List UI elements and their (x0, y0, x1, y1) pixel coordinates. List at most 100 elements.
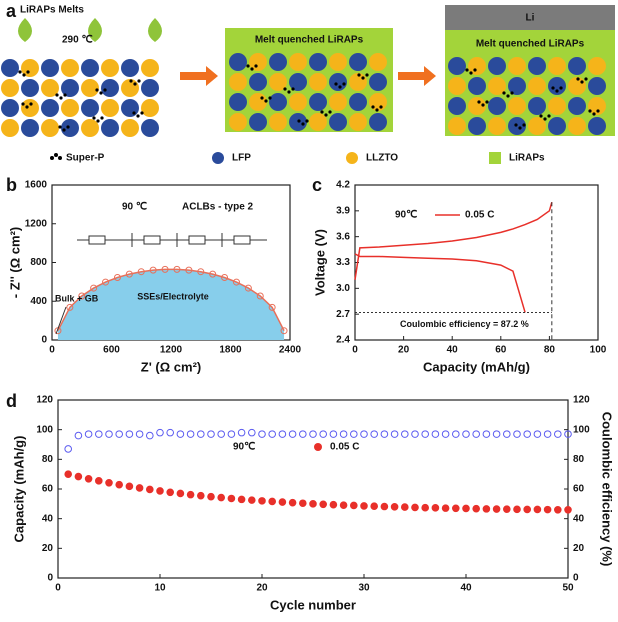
y-tick-label: 2.4 (336, 335, 350, 346)
data-point (125, 270, 133, 278)
super-p (379, 105, 383, 109)
data-point (186, 490, 195, 499)
x-tick-label: 50 (562, 583, 574, 594)
data-point (146, 431, 154, 440)
data-point (280, 327, 288, 335)
data-point (185, 266, 193, 274)
data-point (441, 504, 450, 512)
llzto-particle (81, 119, 99, 137)
y-tick-label: 3.3 (336, 257, 350, 268)
data-point (401, 430, 409, 438)
super-p (137, 79, 141, 83)
data-point (258, 430, 266, 438)
plot-frame (57, 399, 569, 579)
super-p (485, 100, 489, 104)
x-tick-label: 60 (495, 345, 507, 356)
super-p (291, 87, 295, 91)
llzto-particle (249, 53, 267, 71)
lfp-particle (249, 113, 267, 131)
llzto-particle (508, 57, 526, 75)
x-tick-label: 20 (256, 583, 268, 594)
plot-frame (354, 184, 599, 341)
llzto-particle (229, 73, 247, 91)
data-point (492, 505, 501, 513)
lfp-particle (61, 79, 79, 97)
super-p (510, 91, 514, 95)
resistor (143, 235, 161, 245)
super-p (518, 126, 522, 130)
lfp-particle (289, 73, 307, 91)
data-point (237, 428, 246, 437)
super-p (328, 110, 332, 114)
super-p (361, 76, 365, 80)
llzto-particle (1, 79, 19, 97)
data-point (350, 501, 358, 510)
data-point (299, 499, 307, 508)
data-point (401, 503, 409, 511)
data-point (360, 502, 368, 510)
data-point (390, 503, 399, 511)
data-point (482, 430, 491, 438)
melt-drop (88, 18, 102, 42)
lfp-particle (141, 119, 159, 137)
super-p (473, 68, 477, 72)
lfp-particle (329, 113, 347, 131)
data-point (411, 430, 419, 438)
super-p (301, 122, 305, 126)
data-point (421, 503, 430, 512)
lfp-particle (568, 57, 586, 75)
y-tick-label: 0 (41, 335, 47, 346)
y-tick-label: 400 (30, 296, 47, 307)
super-p (365, 73, 369, 77)
lfp-particle (1, 99, 19, 117)
super-p (555, 89, 559, 93)
super-p (357, 73, 361, 77)
data-point (278, 430, 287, 438)
legend-marker (314, 443, 322, 451)
super-p (63, 93, 67, 97)
data-point (237, 495, 246, 504)
super-p (287, 90, 291, 94)
data-point (452, 430, 460, 438)
data-point (329, 430, 338, 438)
annotation: Coulombic efficiency = 87.2 % (400, 319, 529, 329)
right-label: Melt quenched LiRAPs (476, 39, 585, 50)
super-p (371, 105, 375, 109)
panel-label: a (6, 1, 17, 21)
data-point (90, 284, 98, 292)
x-tick-label: 20 (398, 345, 410, 356)
panel-label: c (312, 175, 322, 195)
data-point (197, 268, 205, 276)
y2-tick-label: 40 (573, 513, 585, 524)
data-point (125, 430, 134, 438)
super-p (25, 105, 29, 109)
super-p (588, 109, 592, 113)
data-point (554, 430, 562, 438)
llzto-particle (329, 93, 347, 111)
lfp-particle (468, 117, 486, 135)
legend-super-p (58, 156, 62, 160)
llzto-particle (141, 99, 159, 117)
data-point (161, 265, 169, 273)
super-p (283, 87, 287, 91)
x-tick-label: 0 (55, 583, 61, 594)
annotation: 90℃ (233, 442, 255, 453)
super-p (103, 88, 107, 92)
legend-label: LFP (232, 153, 251, 164)
middle-label: Melt quenched LiRAPs (255, 35, 364, 46)
y2-tick-label: 0 (573, 573, 579, 584)
data-point (115, 480, 123, 489)
x-axis-label: Cycle number (270, 597, 356, 612)
llzto-particle (329, 53, 347, 71)
arrow (398, 66, 436, 86)
llzto-particle (249, 93, 267, 111)
super-p (96, 119, 100, 123)
data-point (248, 496, 256, 504)
x-tick-label: 80 (544, 345, 556, 356)
data-point (64, 445, 72, 453)
panel-label: b (6, 175, 17, 195)
super-p (320, 110, 324, 114)
resistor (233, 235, 251, 245)
super-p (58, 125, 62, 129)
lfp-particle (1, 59, 19, 77)
